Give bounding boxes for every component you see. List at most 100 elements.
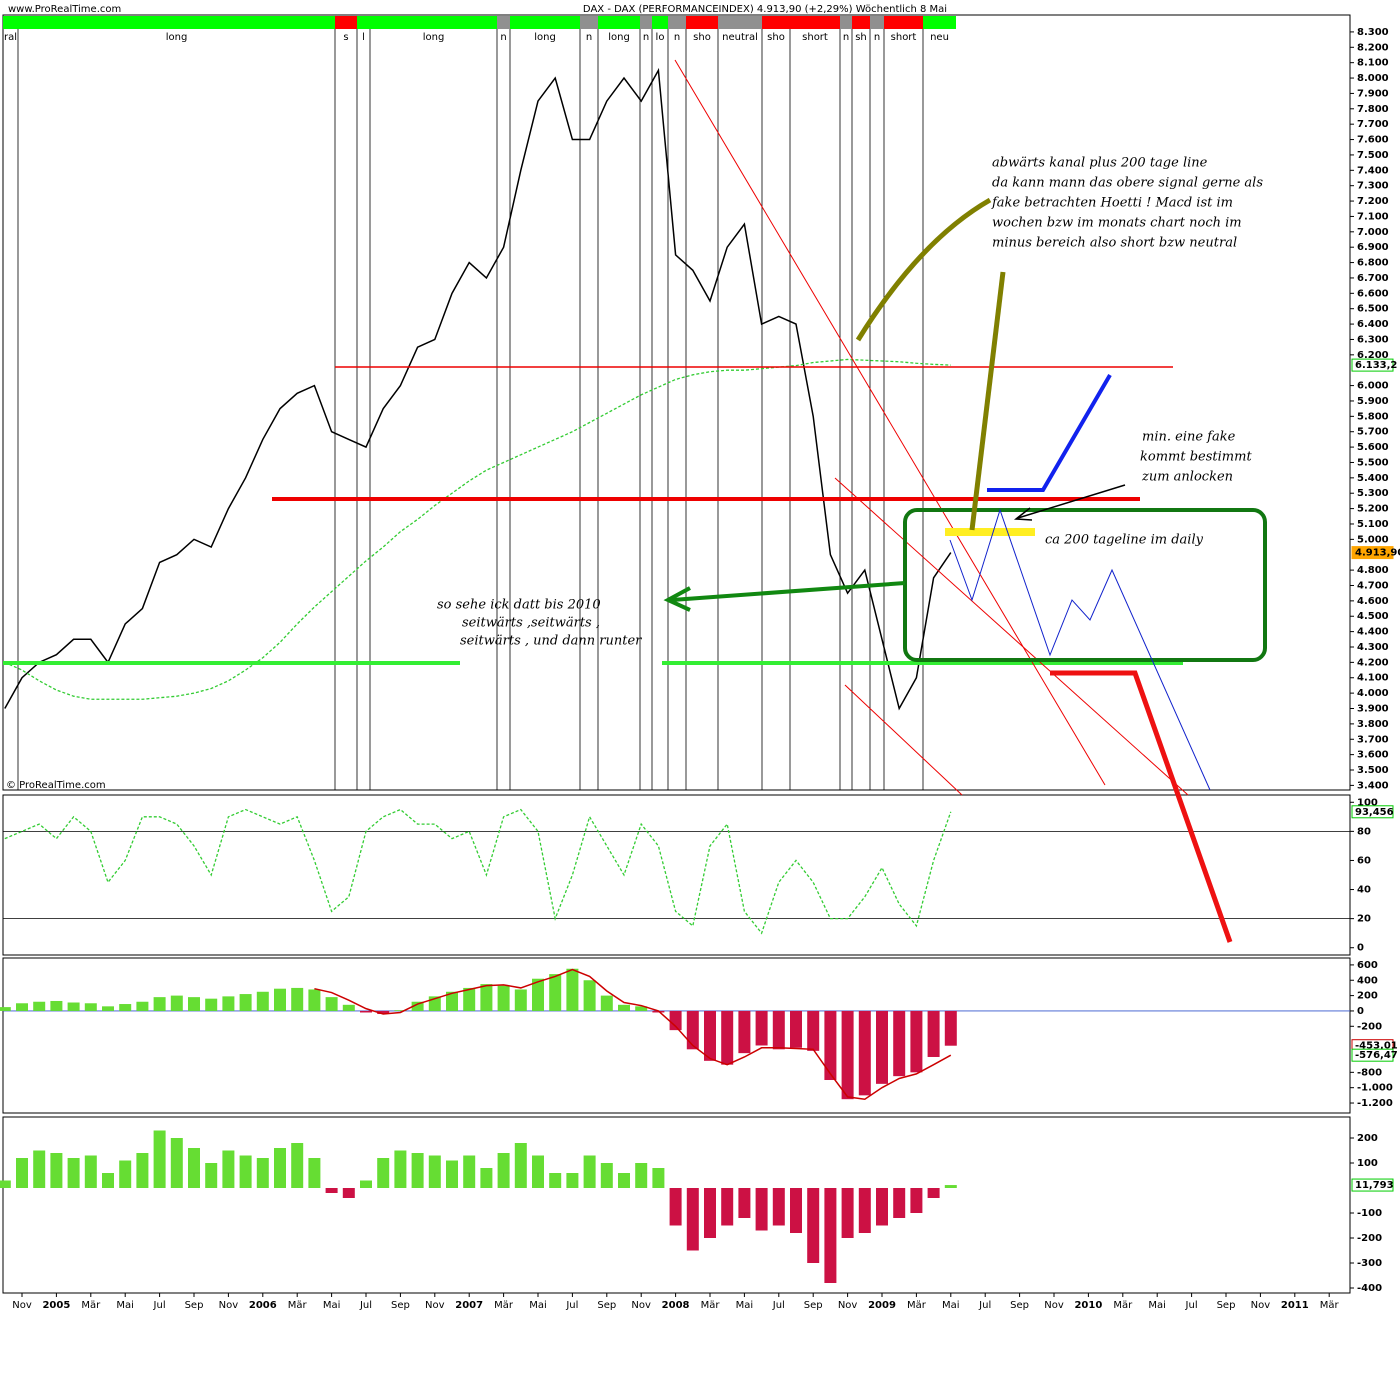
bar — [291, 1143, 304, 1188]
y-tick-label: 5.500 — [1357, 457, 1389, 468]
y-tick-label: 100 — [1357, 1158, 1378, 1169]
phase-label: neutral — [722, 32, 758, 43]
annotation: so sehe ick datt bis 2010 — [437, 598, 601, 613]
y-tick-label: 3.800 — [1357, 719, 1389, 730]
panel-frame — [2, 1116, 1351, 1294]
y-tick-label: 6.900 — [1357, 242, 1389, 253]
x-tick-label: Mär — [81, 1300, 101, 1311]
bar — [446, 991, 458, 1011]
bar — [188, 1148, 200, 1188]
phase-label: n — [643, 32, 649, 43]
phase-label: n — [874, 32, 880, 43]
bar — [102, 1006, 114, 1011]
bar — [772, 1188, 785, 1226]
annotation: abwärts kanal plus 200 tage line — [992, 156, 1208, 171]
bar — [893, 1010, 906, 1077]
scenario-line — [987, 373, 1112, 492]
y-tick-label: 20 — [1357, 914, 1371, 925]
bar — [910, 1188, 923, 1213]
bar — [342, 1004, 355, 1011]
copyright: © ProRealTime.com — [6, 780, 106, 791]
bar — [514, 989, 527, 1011]
x-tick-label: Nov — [631, 1300, 651, 1311]
x-tick-label: 2008 — [662, 1300, 690, 1311]
phase-label: lo — [656, 32, 665, 43]
phase-label: neu — [930, 32, 949, 43]
bar — [102, 1173, 114, 1188]
y-tick-label: 7.400 — [1357, 165, 1389, 176]
bar — [944, 1185, 957, 1188]
bar — [669, 1010, 682, 1031]
bar — [16, 1158, 28, 1188]
bar — [549, 1173, 562, 1188]
panel-frame — [2, 957, 1351, 1114]
y-tick-label: 3.400 — [1357, 780, 1389, 791]
y-tick-label: -200 — [1357, 1233, 1382, 1244]
scenario-line — [949, 508, 1211, 791]
arrow — [1017, 484, 1126, 519]
y-tick-label: 5.200 — [1357, 504, 1389, 515]
y-tick-label: 5.400 — [1357, 473, 1389, 484]
annotation: zum anlocken — [1141, 470, 1233, 485]
y-tick-label: 400 — [1357, 975, 1378, 986]
bar — [360, 1180, 372, 1188]
bar — [927, 1188, 940, 1198]
bar — [944, 1010, 957, 1046]
bar — [84, 1155, 97, 1188]
y-tick-label: 7.000 — [1357, 227, 1389, 238]
phase-bar — [884, 16, 923, 29]
y-tick-label: -100 — [1357, 1208, 1382, 1219]
bar — [274, 988, 286, 1011]
bar — [824, 1010, 837, 1081]
bar — [652, 1168, 665, 1188]
bar — [394, 1150, 407, 1188]
phase-bar — [3, 16, 18, 29]
y-tick-label: 6.400 — [1357, 319, 1389, 330]
bar — [772, 1010, 785, 1050]
phase-label: l — [362, 32, 365, 43]
x-tick-label: Jul — [772, 1300, 785, 1311]
bar — [721, 1188, 734, 1226]
y-tick-label: 7.200 — [1357, 196, 1389, 207]
y-tick-label: 6.700 — [1357, 273, 1389, 284]
annotation: ca 200 tageline im daily — [1045, 533, 1204, 548]
value-badge — [1351, 1178, 1394, 1192]
y-tick-label: 0 — [1357, 943, 1364, 954]
x-tick-label: Jul — [978, 1300, 991, 1311]
y-tick-label: 7.700 — [1357, 119, 1389, 130]
y-tick-label: 7.100 — [1357, 211, 1389, 222]
bar — [291, 987, 304, 1011]
y-tick-label: 6.800 — [1357, 258, 1389, 269]
series-line — [4, 808, 952, 935]
phase-bar — [598, 16, 640, 29]
phase-label: n — [586, 32, 592, 43]
panel-frame — [2, 794, 1351, 956]
x-tick-label: Mär — [701, 1300, 721, 1311]
phase-label: sho — [767, 32, 785, 43]
y-tick-label: 5.300 — [1357, 488, 1389, 499]
bar — [790, 1188, 802, 1233]
bar — [188, 997, 200, 1011]
bar — [377, 1158, 390, 1188]
x-tick-label: 2007 — [455, 1300, 483, 1311]
scenario-line — [1050, 670, 1233, 943]
annotation: seitwärts ,seitwärts , — [462, 616, 600, 631]
bar — [480, 984, 493, 1011]
bar — [583, 1155, 596, 1188]
value-badge-label: -453,01 — [1355, 1041, 1398, 1052]
bar — [755, 1188, 768, 1231]
bar — [153, 1130, 166, 1188]
value-badge — [1351, 1048, 1394, 1062]
pointer — [969, 271, 1006, 531]
bar — [119, 1004, 132, 1011]
y-tick-label: -300 — [1357, 1258, 1382, 1269]
y-tick-label: 8.200 — [1357, 42, 1389, 53]
pointer — [855, 197, 992, 342]
y-tick-label: 8.000 — [1357, 73, 1389, 84]
value-badge-label: 6.133,2 — [1355, 360, 1397, 371]
x-tick-label: Sep — [1010, 1300, 1029, 1311]
bar — [841, 1010, 854, 1100]
bar — [721, 1010, 734, 1065]
phase-label: short — [802, 32, 828, 43]
